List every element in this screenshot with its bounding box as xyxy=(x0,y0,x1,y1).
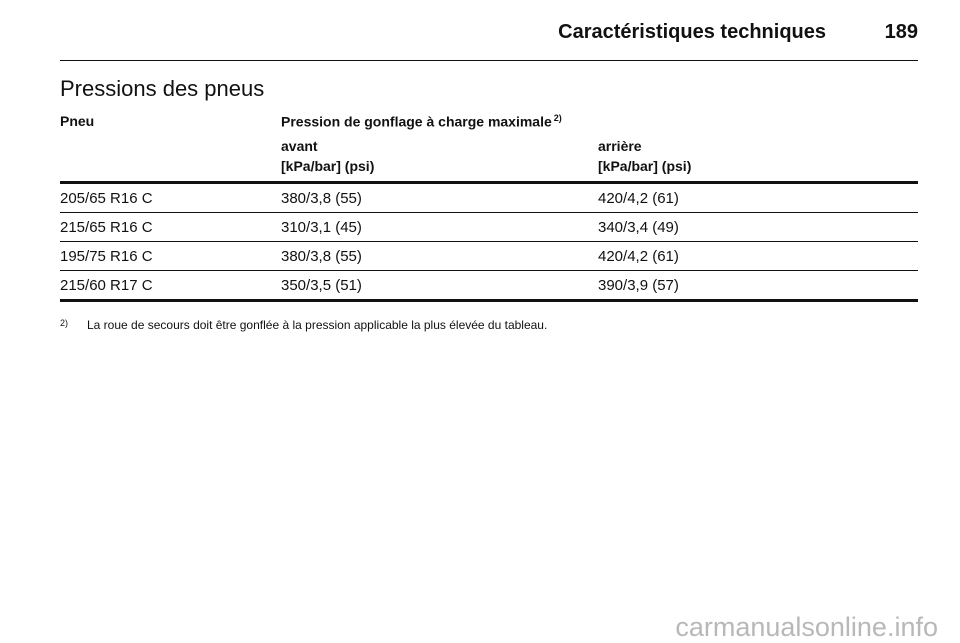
table-cell: 340/3,4 (49) xyxy=(598,219,679,236)
table-cell: 215/60 R17 C xyxy=(60,277,153,294)
table-cell: 420/4,2 (61) xyxy=(598,190,679,207)
footnote-marker: 2) xyxy=(60,318,69,328)
table-cell: 215/65 R16 C xyxy=(60,219,153,236)
sub-header: avant xyxy=(281,138,318,154)
header-rule xyxy=(60,60,918,61)
table-cell: 350/3,5 (51) xyxy=(281,277,362,294)
sub-header: arrière xyxy=(598,138,642,154)
row-rule xyxy=(60,299,918,302)
header-title: Caractéristiques techniques xyxy=(558,21,826,43)
table-cell: 420/4,2 (61) xyxy=(598,248,679,265)
row-rule xyxy=(60,270,918,271)
col-header: Pneu xyxy=(60,113,95,129)
row-rule xyxy=(60,241,918,242)
row-rule xyxy=(60,212,918,213)
table-cell: 195/75 R16 C xyxy=(60,248,153,265)
col-header: Pression de gonflage à charge maximale 2) xyxy=(281,113,562,130)
table-cell: 310/3,1 (45) xyxy=(281,219,362,236)
table-cell: 205/65 R16 C xyxy=(60,190,153,207)
table-cell: 390/3,9 (57) xyxy=(598,277,679,294)
sub-header: [kPa/bar] (psi) xyxy=(598,158,692,174)
table-cell: 380/3,8 (55) xyxy=(281,190,362,207)
watermark: carmanualsonline.info xyxy=(675,612,938,642)
footnote-ref: 2) xyxy=(553,113,562,123)
sub-header: [kPa/bar] (psi) xyxy=(281,158,375,174)
section-title: Pressions des pneus xyxy=(60,76,265,101)
table-top-rule xyxy=(60,181,918,184)
footnote-text: La roue de secours doit être gonflée à l… xyxy=(87,318,548,332)
page-number: 189 xyxy=(884,21,918,43)
col-header-text: Pression de gonflage à charge maximale xyxy=(281,113,552,130)
table-cell: 380/3,8 (55) xyxy=(281,248,362,265)
